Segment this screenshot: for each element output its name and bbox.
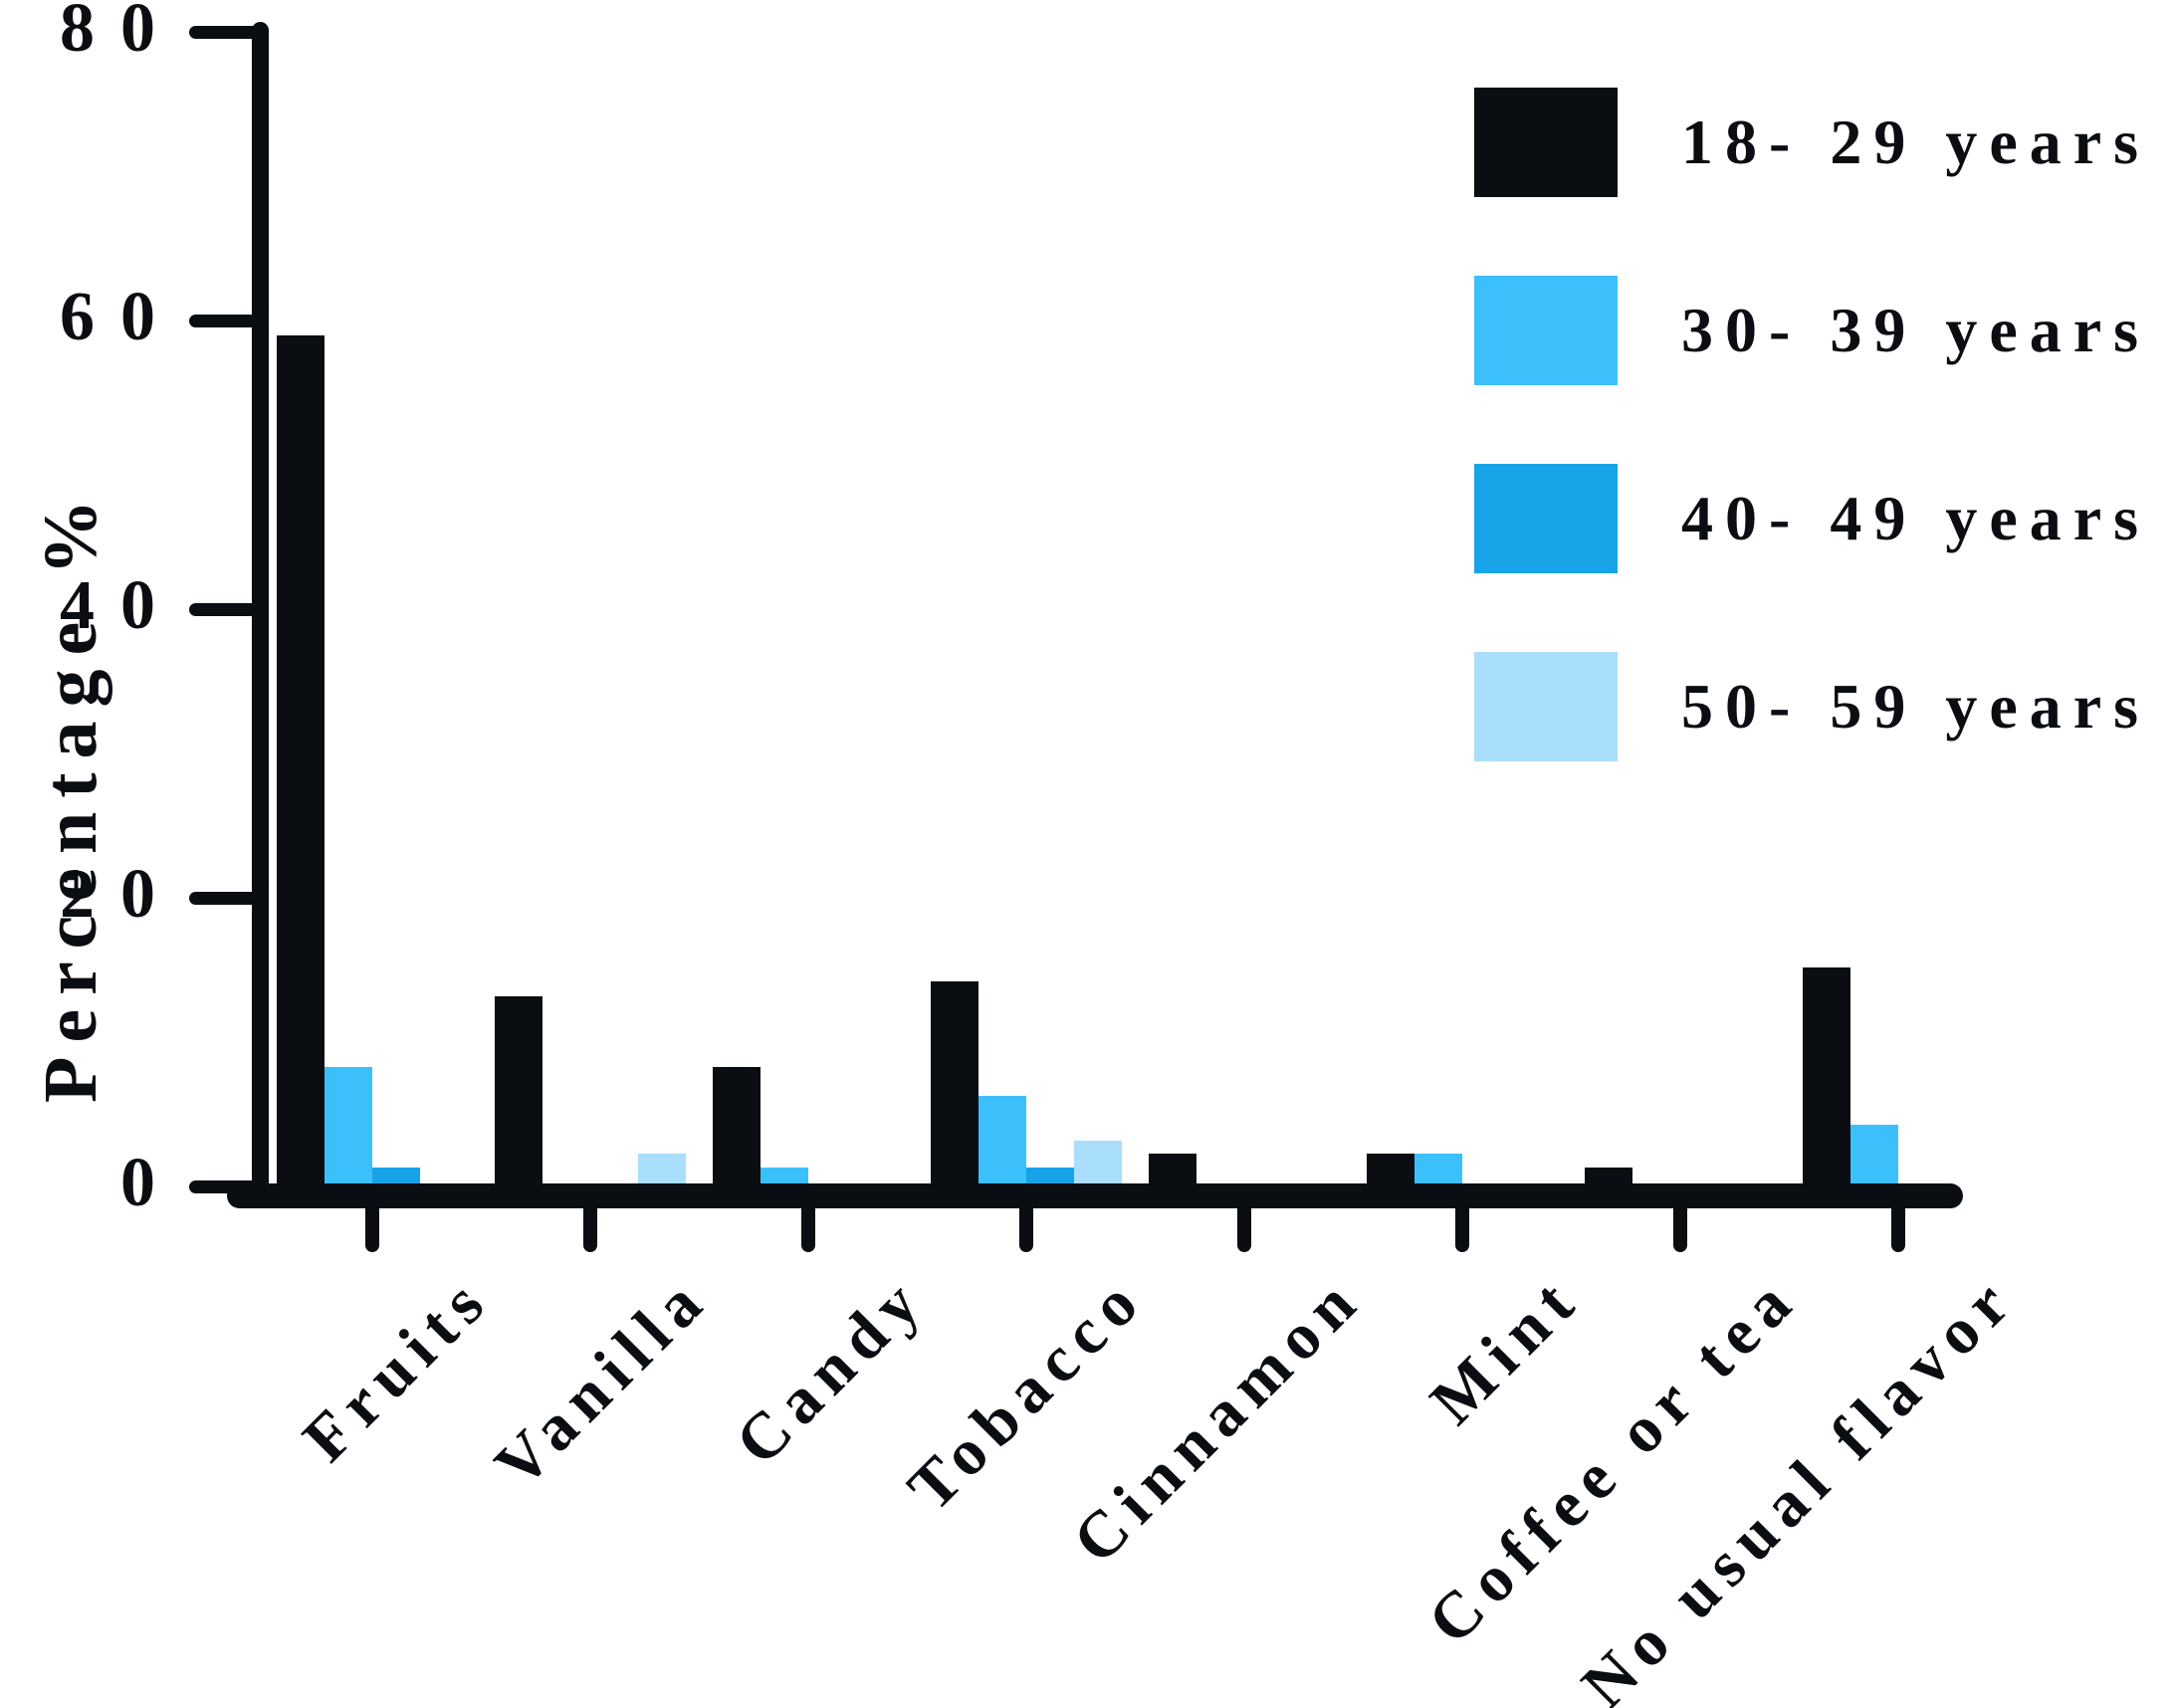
y-tick-40 <box>189 602 265 616</box>
legend-swatch-3 <box>1474 464 1618 573</box>
x-tick-6 <box>1455 1204 1469 1252</box>
y-tick-0 <box>189 1179 265 1193</box>
legend-label-3: 40- 49 years <box>1681 483 2151 553</box>
y-tick-60 <box>189 314 265 327</box>
y-tick-20 <box>189 891 265 905</box>
y-tick-label-0: 0 <box>120 1144 181 1221</box>
legend-swatch-4 <box>1474 652 1618 761</box>
y-tick-label-80: 80 <box>60 0 181 67</box>
y-tick-label-40: 40 <box>60 566 181 644</box>
bar-no-usual-flavor-18-29 <box>1803 966 1850 1194</box>
bar-vanilla-18-29 <box>495 995 543 1194</box>
legend-label-2: 30- 39 years <box>1681 295 2151 365</box>
bar-tobacco-18-29 <box>931 981 978 1194</box>
y-tick-80 <box>189 25 265 39</box>
bar-tobacco-30-39 <box>978 1095 1026 1194</box>
legend-label-4: 50- 59 years <box>1681 671 2151 742</box>
legend-swatch-1 <box>1474 88 1618 197</box>
x-tick-2 <box>583 1204 597 1252</box>
x-tick-5 <box>1237 1204 1251 1252</box>
x-tick-7 <box>1673 1204 1687 1252</box>
legend-label-1: 18- 29 years <box>1681 107 2151 177</box>
x-tick-3 <box>801 1204 815 1252</box>
y-tick-label-20: 20 <box>60 855 181 933</box>
legend-swatch-2 <box>1474 276 1618 385</box>
x-tick-8 <box>1891 1204 1905 1252</box>
x-tick-4 <box>1019 1204 1033 1252</box>
bar-no-usual-flavor-30-39 <box>1850 1124 1898 1194</box>
x-tick-1 <box>365 1204 379 1252</box>
bar-fruits-30-39 <box>325 1066 372 1194</box>
bar-candy-18-29 <box>713 1066 761 1194</box>
bar-fruits-18-29 <box>277 334 325 1194</box>
x-axis-line <box>227 1183 1963 1208</box>
y-tick-label-60: 60 <box>60 278 181 355</box>
